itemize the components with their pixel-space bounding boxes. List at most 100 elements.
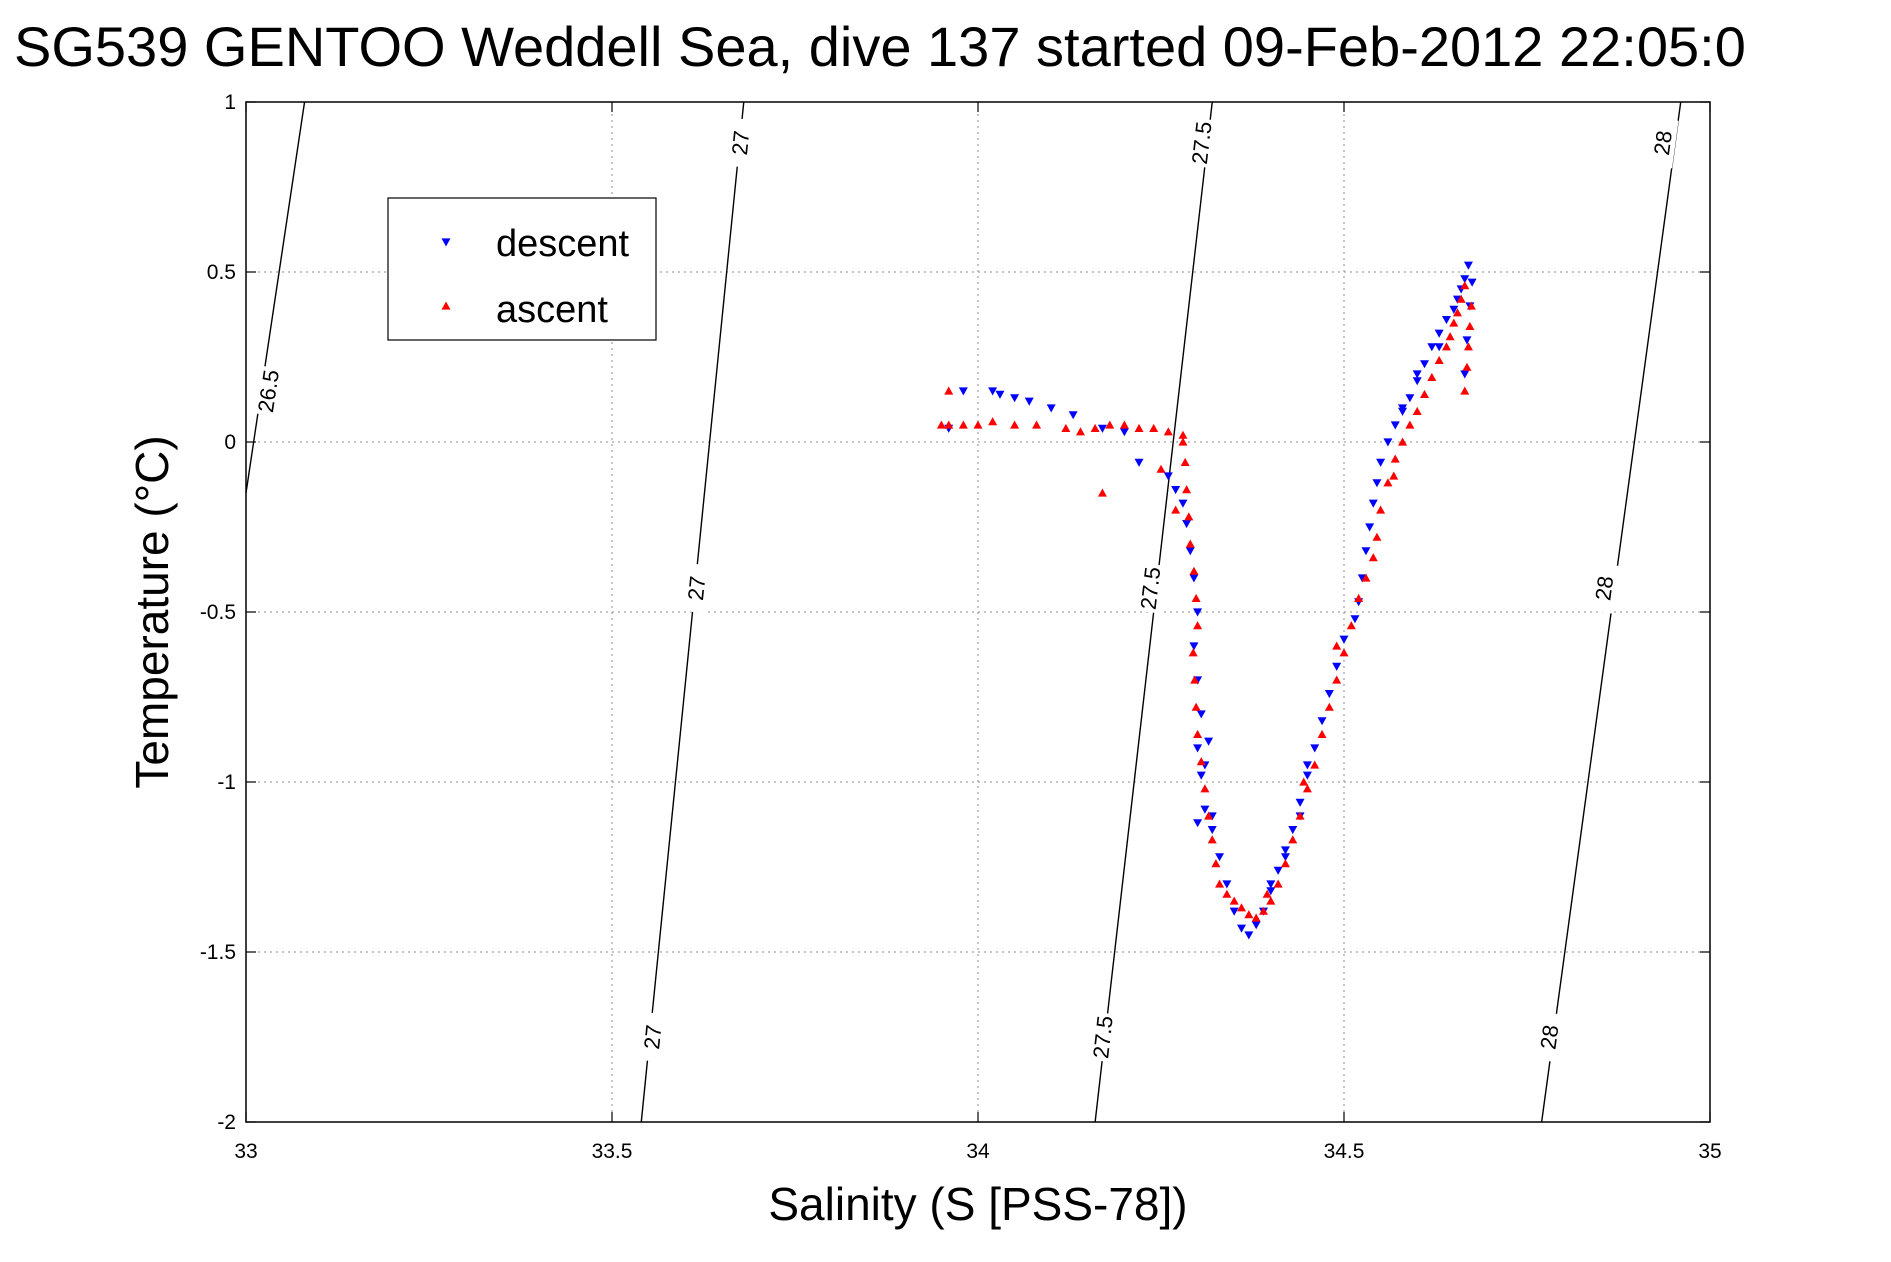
point-ascent bbox=[1171, 505, 1181, 514]
point-ascent bbox=[1207, 835, 1217, 844]
y-tick-label: -1.5 bbox=[200, 941, 236, 964]
contour-label-26.5: 26.5 bbox=[253, 368, 284, 414]
point-ascent bbox=[1156, 464, 1166, 473]
point-ascent bbox=[1441, 342, 1451, 351]
point-descent bbox=[1119, 428, 1129, 437]
point-ascent bbox=[1061, 423, 1071, 432]
contour-label-27: 27 bbox=[727, 129, 754, 156]
contour-label-bg bbox=[1185, 117, 1217, 169]
point-ascent bbox=[1288, 835, 1298, 844]
point-descent bbox=[1189, 574, 1199, 583]
point-descent bbox=[1434, 329, 1444, 338]
point-ascent bbox=[1185, 539, 1195, 548]
point-descent bbox=[1368, 499, 1378, 508]
point-ascent bbox=[1196, 757, 1206, 766]
point-descent bbox=[1467, 278, 1477, 287]
contour-label-bg bbox=[724, 117, 756, 168]
contour-label-bg bbox=[1134, 562, 1166, 614]
point-ascent bbox=[1191, 702, 1201, 711]
point-descent bbox=[1434, 343, 1444, 352]
point-ascent bbox=[1215, 879, 1225, 888]
point-descent bbox=[1280, 846, 1290, 855]
point-descent bbox=[1193, 819, 1203, 828]
point-descent bbox=[1196, 710, 1206, 719]
point-ascent bbox=[1180, 457, 1190, 466]
point-descent bbox=[1215, 853, 1225, 862]
point-descent bbox=[1412, 377, 1422, 386]
point-ascent bbox=[1010, 420, 1020, 429]
point-descent bbox=[1193, 608, 1203, 617]
point-descent bbox=[1193, 744, 1203, 753]
point-descent bbox=[1046, 404, 1056, 413]
point-descent bbox=[1310, 744, 1320, 753]
point-descent bbox=[1339, 635, 1349, 644]
legend-marker-descent bbox=[441, 238, 451, 247]
contour-label-27.5: 27.5 bbox=[1088, 1014, 1118, 1059]
contour-label-bg bbox=[1587, 562, 1620, 614]
y-tick-label: -1 bbox=[217, 771, 236, 794]
legend: descent ascent bbox=[387, 197, 657, 341]
point-ascent bbox=[1188, 648, 1198, 657]
point-ascent bbox=[1324, 702, 1334, 711]
point-descent bbox=[1460, 275, 1470, 284]
contour-label-27: 27 bbox=[683, 575, 710, 602]
point-ascent bbox=[944, 386, 954, 395]
point-ascent bbox=[1075, 427, 1085, 436]
contour-label-28: 28 bbox=[1590, 574, 1618, 602]
x-tick-label: 33 bbox=[234, 1140, 257, 1163]
chart-title: SG539 GENTOO Weddell Sea, dive 137 start… bbox=[14, 15, 1746, 78]
contour-label-bg bbox=[680, 563, 712, 614]
point-descent bbox=[1200, 805, 1210, 814]
point-ascent bbox=[973, 420, 983, 429]
x-tick-label: 34.5 bbox=[1324, 1140, 1365, 1163]
legend-box bbox=[387, 197, 657, 341]
point-ascent bbox=[936, 420, 946, 429]
point-ascent bbox=[1434, 355, 1444, 364]
series-ascent bbox=[936, 281, 1476, 922]
point-ascent bbox=[1032, 420, 1042, 429]
x-tick-label: 35 bbox=[1698, 1140, 1721, 1163]
point-ascent bbox=[1105, 420, 1115, 429]
point-descent bbox=[958, 387, 968, 396]
point-ascent bbox=[1182, 485, 1192, 494]
point-descent bbox=[1324, 690, 1334, 699]
point-descent bbox=[1097, 424, 1107, 433]
point-descent bbox=[1222, 880, 1232, 889]
x-tick-label: 33.5 bbox=[592, 1140, 633, 1163]
point-ascent bbox=[1405, 420, 1415, 429]
point-ascent bbox=[1295, 811, 1305, 820]
point-ascent bbox=[1222, 889, 1232, 898]
series-descent bbox=[944, 261, 1477, 940]
point-ascent bbox=[1244, 910, 1254, 919]
point-descent bbox=[1350, 615, 1360, 624]
data-series bbox=[936, 261, 1477, 940]
legend-label-ascent: ascent bbox=[496, 289, 608, 331]
point-descent bbox=[1068, 411, 1078, 420]
contour-label-27.5: 27.5 bbox=[1136, 566, 1166, 611]
point-ascent bbox=[1237, 903, 1247, 912]
point-ascent bbox=[1266, 896, 1276, 905]
contour-label-27: 27 bbox=[639, 1024, 666, 1051]
point-ascent bbox=[944, 420, 954, 429]
point-ascent bbox=[1302, 784, 1312, 793]
point-descent bbox=[1302, 771, 1312, 780]
contour-label-27.5: 27.5 bbox=[1187, 120, 1217, 165]
point-descent bbox=[1398, 404, 1408, 413]
point-ascent bbox=[1190, 675, 1200, 684]
point-ascent bbox=[1449, 318, 1459, 327]
point-ascent bbox=[1420, 389, 1430, 398]
point-ascent bbox=[1163, 427, 1173, 436]
point-descent bbox=[1010, 394, 1020, 403]
point-ascent bbox=[1460, 281, 1470, 290]
point-ascent bbox=[1346, 621, 1356, 630]
point-descent bbox=[1390, 421, 1400, 430]
y-axis-label: Temperature (°C) bbox=[126, 435, 178, 788]
point-ascent bbox=[1462, 362, 1472, 371]
point-descent bbox=[1361, 547, 1371, 556]
contour-label-bg bbox=[636, 1011, 668, 1063]
point-descent bbox=[1229, 907, 1239, 916]
point-ascent bbox=[1460, 386, 1470, 395]
point-ascent bbox=[1134, 423, 1144, 432]
density-contours: 26.5 27 27 27 27.5 27.5 27.5 28 28 28 bbox=[245, 101, 1682, 1123]
